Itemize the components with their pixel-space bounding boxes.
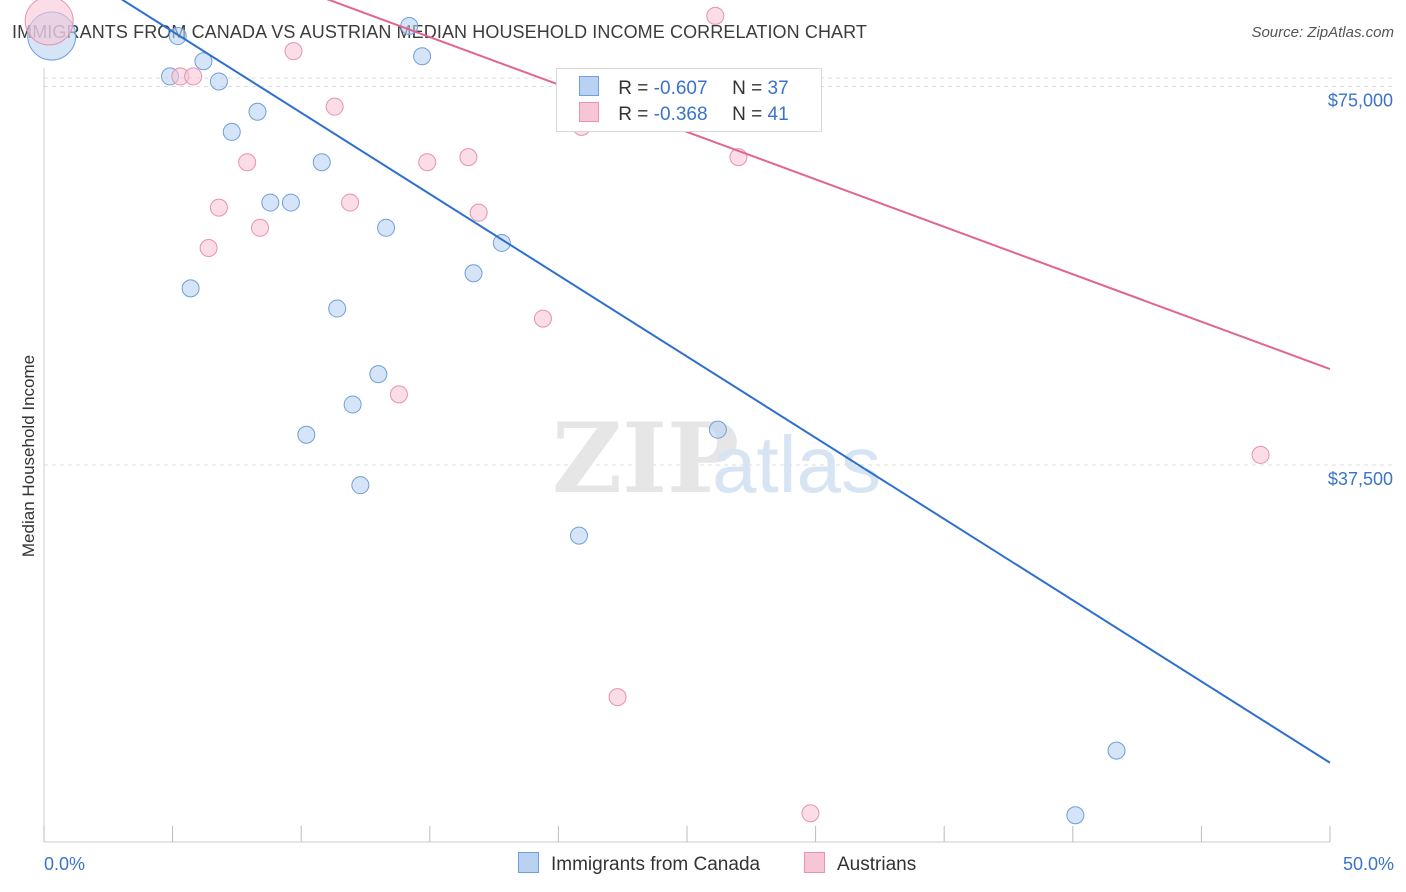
data-point-series2 [418,153,437,172]
legend-n-label-1: N = [732,78,763,99]
data-point-series2 [608,688,627,707]
data-point-series2 [389,385,408,404]
x-tick-label: 50.0% [1343,854,1394,874]
bottom-legend-series2: Austrians [804,852,916,876]
bottom-legend-label-series2: Austrians [837,854,917,875]
data-point-series2 [238,153,257,172]
legend-n-value-2: 41 [767,104,789,125]
y-tick-label: $75,000 [1328,91,1393,111]
data-point-series1 [351,476,370,495]
legend-r-value-1: -0.607 [653,78,708,99]
bottom-legend-swatch-series2 [804,852,825,873]
watermark-zip: ZIP [552,402,739,515]
data-point-series1 [209,72,228,91]
data-point-series1 [708,420,727,439]
data-point-series1 [1107,741,1126,760]
data-point-series2 [284,42,303,61]
x-tick-label: 0.0% [44,854,85,874]
data-point-series1 [248,102,267,121]
data-point-series1 [377,218,396,237]
data-point-series1 [181,279,200,298]
data-point-series1 [281,193,300,212]
data-point-series2 [24,0,74,46]
data-point-series1 [369,365,388,384]
trendline-series2 [326,0,1331,371]
data-point-series1 [194,52,213,71]
bottom-legend-series1: Immigrants from Canada [518,852,760,876]
legend-swatch-series1 [579,76,599,96]
data-point-series2 [199,238,218,257]
data-point-series2 [801,804,820,823]
stats-legend: R = -0.607 N = 37 R = -0.368 N = 41 [556,68,822,132]
legend-r-label-2: R = [618,104,649,125]
legend-n-value-1: 37 [767,78,789,99]
y-tick-label: $37,500 [1328,469,1393,489]
data-point-series1 [413,47,432,66]
data-point-series2 [706,6,725,25]
data-point-series2 [341,193,360,212]
legend-row-series1: R = -0.607 N = 37 [579,76,789,100]
data-point-series1 [464,264,483,283]
data-point-series1 [297,425,316,444]
data-point-series2 [1251,445,1270,464]
data-point-series2 [209,198,228,217]
legend-swatch-series2 [579,102,599,122]
chart-title: IMMIGRANTS FROM CANADA VS AUSTRIAN MEDIA… [12,22,868,42]
series-layer [24,0,1270,825]
data-point-series1 [261,193,280,212]
bottom-legend-swatch-series1 [518,852,539,873]
y-axis-label: Median Household Income [19,355,38,557]
data-point-series1 [492,233,511,252]
watermark-atlas: atlas [712,420,881,509]
legend-n-label-2: N = [732,104,763,125]
data-point-series1 [312,153,331,172]
trendline-series1 [120,0,1331,764]
data-point-series2 [251,218,270,237]
legend-r-label-1: R = [618,78,649,99]
data-point-series2 [459,148,478,167]
data-point-series1 [328,299,347,318]
legend-row-series2: R = -0.368 N = 41 [579,102,789,126]
source-label: Source: ZipAtlas.com [1251,24,1394,41]
legend-r-value-2: -0.368 [653,104,708,125]
data-point-series1 [343,395,362,414]
bottom-legend-label-series1: Immigrants from Canada [551,854,761,875]
data-point-series2 [184,67,203,86]
data-point-series2 [325,97,344,116]
data-point-series1 [1066,806,1085,825]
data-point-series1 [222,122,241,141]
data-point-series2 [533,309,552,328]
data-point-series2 [469,203,488,222]
data-point-series1 [569,526,588,545]
